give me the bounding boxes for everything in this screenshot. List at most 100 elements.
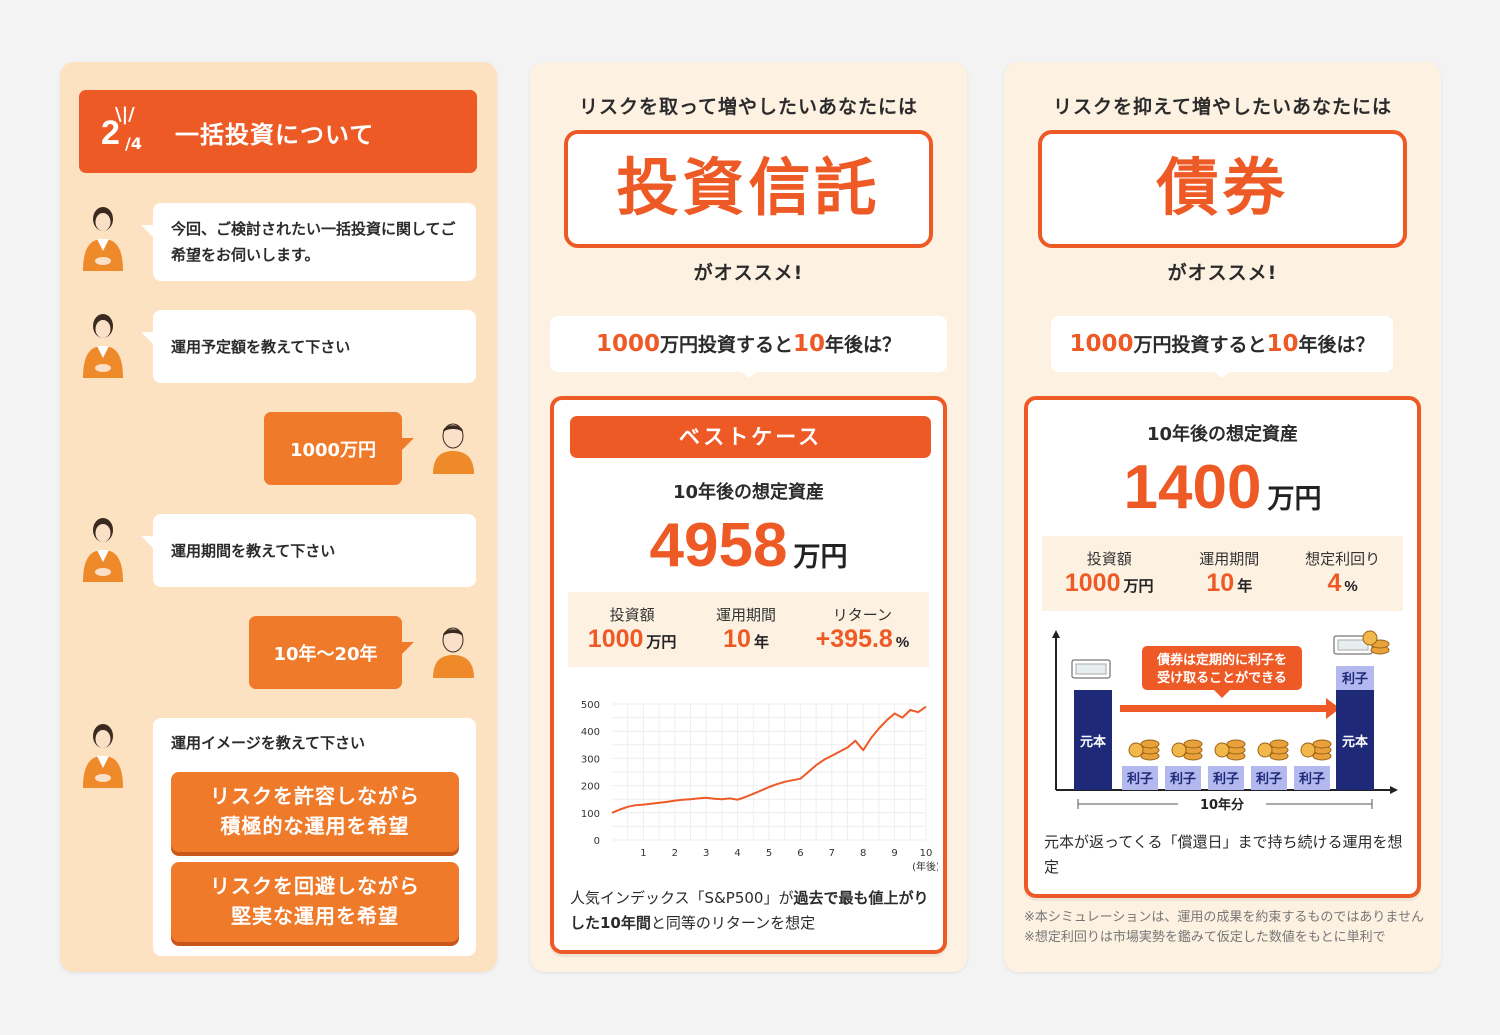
y-tick-label: 500 xyxy=(581,700,600,711)
coupon-5: 利子 xyxy=(1294,739,1332,790)
coupon-3: 利子 xyxy=(1208,739,1246,790)
interest-bar xyxy=(1208,766,1244,790)
advisor-avatar-icon xyxy=(83,724,123,788)
x-tick-label: 9 xyxy=(891,848,897,859)
product-name: 債券 xyxy=(1038,130,1407,248)
chat-bubble-advisor: 運用予定額を教えて下さい xyxy=(141,310,476,383)
y-tick-label: 400 xyxy=(581,727,600,738)
interest-bar xyxy=(1251,766,1287,790)
coin-stack-icon xyxy=(1171,739,1203,761)
result-card: ベストケース 10年後の想定資産 4958 万円 投資額 1000 万円 運用期間 10… xyxy=(550,396,947,954)
advisor-avatar-icon xyxy=(83,314,123,378)
svg-text:利子: 利子 xyxy=(1127,771,1153,787)
stats-row: 投資額 1000 万円 運用期間 10 年 想定利回り 4% xyxy=(1042,536,1403,611)
svg-text:債券は定期的に利子を: 債券は定期的に利子を xyxy=(1156,652,1287,668)
principal-label: 元本 xyxy=(1080,734,1106,750)
chat-bubble-user: 10年〜20年 xyxy=(249,616,414,689)
result-caption: 10年後の想定資産 xyxy=(672,482,825,503)
interest-bar xyxy=(1122,766,1158,790)
step-current: 2 xyxy=(101,114,120,152)
stat-period: 運用期間 10 年 xyxy=(1199,550,1260,597)
chat-panel: \|/ 2 /4 一括投資について 今回、ご検討されたい一括投資に関してご希望を… xyxy=(60,62,497,972)
stat-yield: 想定利回り 4% xyxy=(1305,550,1381,597)
x-tick-label: 3 xyxy=(703,848,709,859)
y-tick-label: 300 xyxy=(581,754,600,765)
span-label: 10年分 xyxy=(1200,797,1244,813)
result-card: 10年後の想定資産 1400 万円 投資額 1000 万円 運用期間 10 年 想定利回り… xyxy=(1024,396,1421,898)
diagram-callout xyxy=(1142,646,1302,690)
panel-heading: リスクを取って増やしたいあなたには xyxy=(578,96,919,118)
flow-arrow xyxy=(1120,705,1328,712)
y-tick-label: 200 xyxy=(581,782,600,793)
step-indicator: \|/ 2 /4 xyxy=(101,104,142,153)
user-avatar-icon xyxy=(433,423,474,474)
svg-text:利子: 利子 xyxy=(1299,771,1325,787)
stats-row: 投資額 1000 万円 運用期間 10 年 リターン +395.8% xyxy=(568,592,929,667)
stat-amount: 投資額 1000 万円 xyxy=(1064,550,1154,597)
result-caption: 10年後の想定資産 xyxy=(1146,424,1299,445)
interest-bar xyxy=(1294,766,1330,790)
advisor-avatar-icon xyxy=(83,207,123,271)
bond-panel: リスクを抑えて増やしたいあなたには 債券 がオススメ! 1000万円投資すると1… xyxy=(1004,62,1441,972)
svg-text:利子: 利子 xyxy=(1170,771,1196,787)
chat-bubble-advisor: 今回、ご検討されたい一括投資に関してご希望をお伺いします。 xyxy=(141,203,476,281)
chat-bubble-advisor: 運用イメージを教えて下さい リスクを許容しながら 積極的な運用を希望 リスクを回… xyxy=(153,718,476,956)
bond-note: 元本が返ってくる「償還日」まで持ち続ける運用を想定 xyxy=(1044,833,1403,876)
svg-text:利子: 利子 xyxy=(1256,771,1282,787)
stat-amount: 投資額 1000 万円 xyxy=(587,606,677,653)
x-tick-label: 8 xyxy=(860,848,866,859)
product-name: 投資信託 xyxy=(564,130,933,248)
chart-note: 人気インデックス「S&P500」が過去で最も値上がりした10年間と同等のリターン… xyxy=(570,889,929,932)
growth-line-chart: 0 100 200 300 400 500 1 2 3 4 5 6 7 8 9 10(年後) xyxy=(581,700,938,873)
x-tick-label: 7 xyxy=(829,848,835,859)
investment-trust-panel: リスクを取って増やしたいあなたには 投資信託 がオススメ! 1000万円投資する… xyxy=(530,62,967,972)
coin-stack-icon xyxy=(1362,630,1390,655)
simulation-question: 1000万円投資すると10年後は？ xyxy=(550,316,947,378)
sparkle-icon: \|/ xyxy=(115,104,135,125)
svg-text:元本: 元本 xyxy=(1342,734,1368,750)
stat-return: リターン +395.8% xyxy=(815,606,910,653)
step-total: 4 xyxy=(130,134,142,153)
x-tick-label: 1 xyxy=(640,848,646,859)
panel-heading: リスクを抑えて増やしたいあなたには xyxy=(1052,96,1393,118)
chat-bubble-advisor: 運用期間を教えて下さい xyxy=(141,514,476,587)
user-avatar-icon xyxy=(433,627,474,678)
section-header: \|/ 2 /4 一括投資について xyxy=(79,90,477,173)
coupon-4: 利子 xyxy=(1251,739,1289,790)
x-tick-label: 5 xyxy=(766,848,772,859)
svg-text:受け取ることができる: 受け取ることができる xyxy=(1157,670,1287,686)
final-interest-bar xyxy=(1336,666,1374,690)
y-tick-label: 0 xyxy=(594,836,600,847)
y-tick-label: 100 xyxy=(581,809,600,820)
coupon-1: 利子 xyxy=(1122,739,1160,790)
x-tick-label: 10 xyxy=(920,848,933,859)
interest-bar xyxy=(1165,766,1201,790)
coin-stack-icon xyxy=(1128,739,1160,761)
advisor-avatar-icon xyxy=(83,518,123,582)
simulation-question: 1000万円投資すると10年後は？ xyxy=(1051,316,1393,378)
coin-stack-icon xyxy=(1214,739,1246,761)
choice-aggressive-button[interactable]: リスクを許容しながら 積極的な運用を希望 xyxy=(171,772,459,852)
banknote-icon xyxy=(1071,659,1111,679)
result-value: 1400 万円 xyxy=(1123,453,1322,522)
best-case-label: ベストケース xyxy=(570,416,931,458)
svg-text:利子: 利子 xyxy=(1342,671,1368,687)
coupon-2: 利子 xyxy=(1165,739,1203,790)
x-tick-label: 6 xyxy=(797,848,803,859)
x-tick-label: 4 xyxy=(734,848,740,859)
svg-text:利子: 利子 xyxy=(1213,771,1239,787)
choice-conservative-button[interactable]: リスクを回避しながら 堅実な運用を希望 xyxy=(171,862,459,942)
coin-stack-icon xyxy=(1300,739,1332,761)
recommend-text: がオススメ! xyxy=(1167,262,1278,284)
series-line xyxy=(611,705,927,814)
x-axis-label: (年後) xyxy=(912,860,938,873)
coin-stack-icon xyxy=(1257,739,1289,761)
chat-bubble-user: 1000万円 xyxy=(264,412,414,485)
x-tick-label: 2 xyxy=(672,848,678,859)
footnotes: ※本シミュレーションは、運用の成果を約束するものではありません ※想定利回りは市… xyxy=(1024,910,1424,945)
bond-cashflow-diagram: 元本 債券は定期的に利子を 受け取ることができる 利子 利子 利子 利子 利子 利子 元… xyxy=(1052,630,1398,813)
section-title: 一括投資について xyxy=(175,121,375,149)
stat-period: 運用期間 10 年 xyxy=(716,606,777,653)
final-principal-bar xyxy=(1336,690,1374,790)
principal-bar xyxy=(1074,690,1112,790)
